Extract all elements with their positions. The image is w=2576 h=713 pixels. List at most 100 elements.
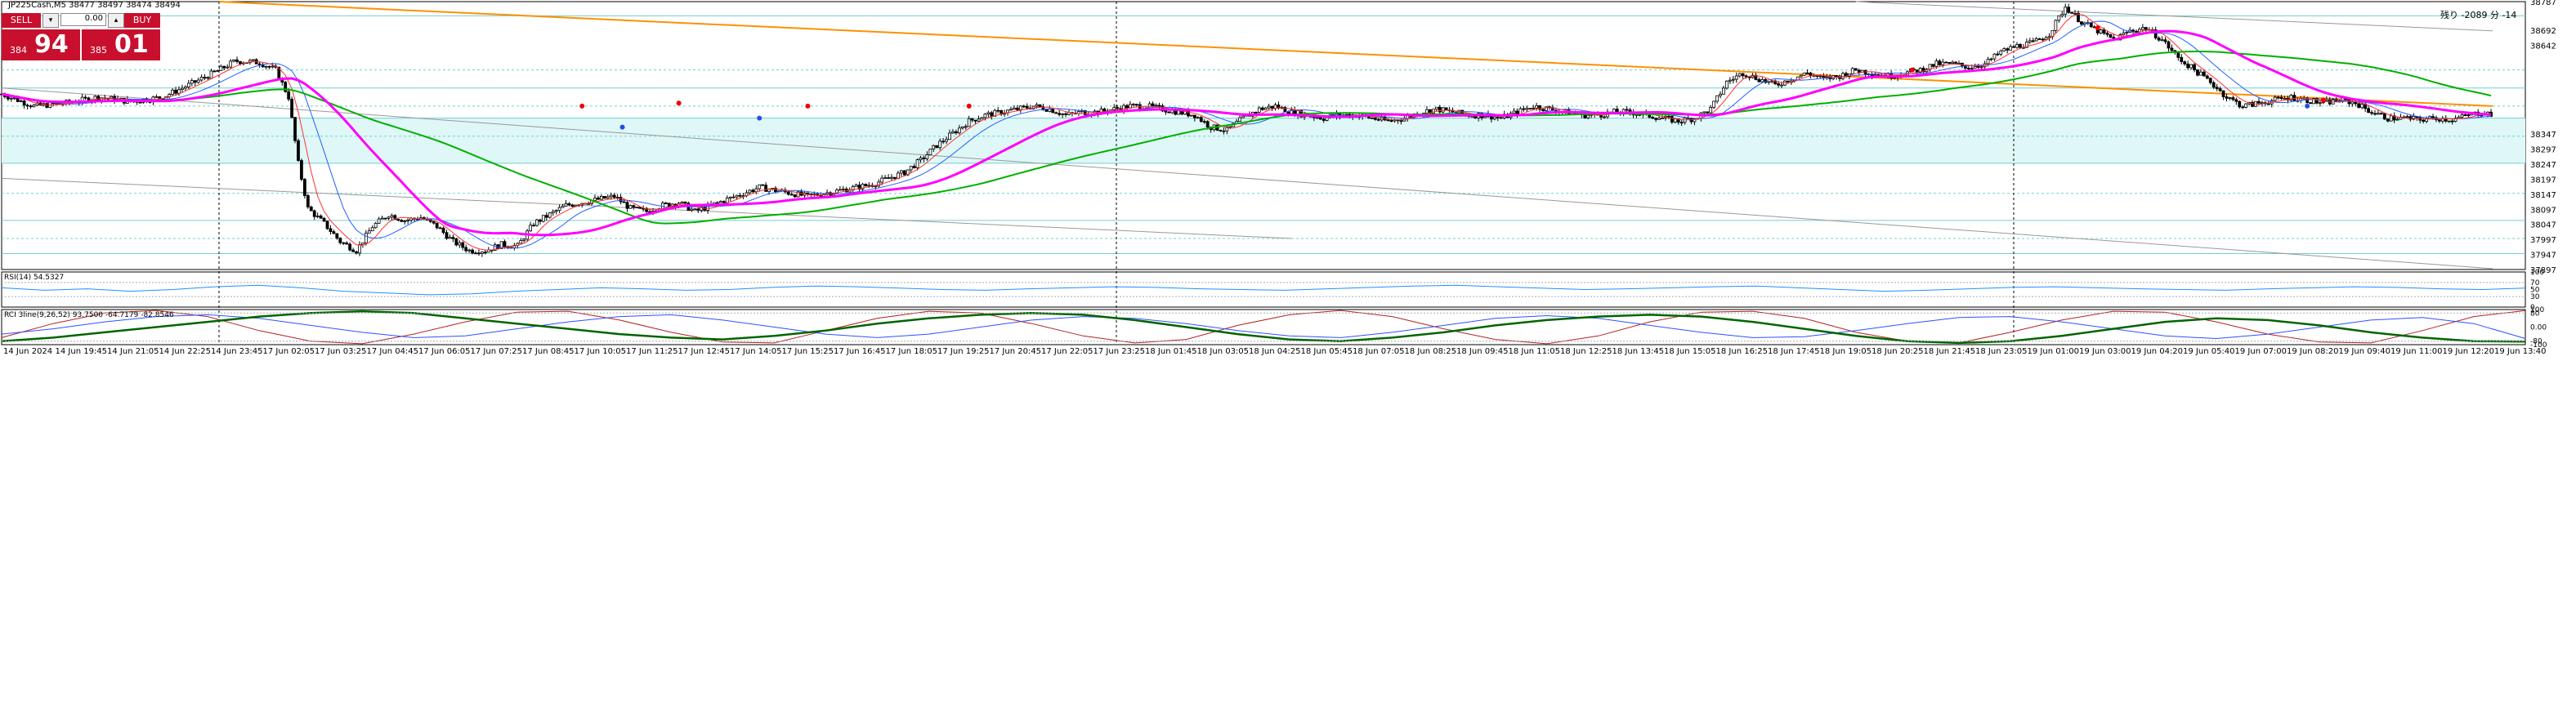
candle-body — [2080, 21, 2083, 25]
candle-body — [403, 221, 407, 222]
candle-body — [2057, 15, 2061, 21]
x-tick-label: 19 Jun 04:20 — [2131, 347, 2184, 356]
x-tick-label: 17 Jun 10:05 — [575, 347, 627, 356]
buy-button[interactable]: BUY — [124, 13, 160, 28]
candle-body — [186, 82, 190, 87]
x-tick-label: 17 Jun 18:05 — [886, 347, 938, 356]
candle-body — [2389, 115, 2393, 122]
lot-size-input[interactable]: 0.00 — [60, 13, 106, 26]
candle-body — [2157, 38, 2161, 41]
lot-dropdown-icon[interactable]: ▾ — [42, 13, 59, 28]
lot-spinner-icon[interactable]: ▴ — [108, 13, 124, 28]
candle-body — [1760, 78, 1764, 82]
candle-body — [2196, 69, 2199, 76]
candle-body — [432, 221, 436, 224]
x-tick-label: 19 Jun 01:00 — [2028, 347, 2080, 356]
x-tick-label: 19 Jun 07:00 — [2235, 347, 2288, 356]
candle-body — [1835, 75, 1838, 77]
candle-body — [983, 114, 987, 118]
candle-body — [1999, 50, 2003, 55]
candle-body — [774, 188, 777, 193]
candle-body — [329, 228, 333, 232]
candle-body — [248, 60, 252, 64]
buy-price-box[interactable]: 385 01 — [82, 29, 160, 60]
bar-countdown-label: 残り -2089 分 -14 — [2440, 10, 2517, 20]
candle-body — [1673, 118, 1677, 123]
candle-body — [1151, 103, 1155, 106]
candle-body — [793, 194, 797, 198]
candle-body — [2202, 71, 2206, 77]
candle-body — [222, 65, 226, 69]
candle-body — [522, 238, 526, 241]
symbol-label: JP225Cash,M5 — [8, 1, 66, 10]
candle-body — [628, 205, 633, 209]
candle-body — [209, 70, 213, 79]
candle-body — [1651, 117, 1655, 119]
candle-body — [919, 157, 923, 161]
candle-body — [635, 207, 639, 208]
x-tick-label: 17 Jun 11:25 — [626, 347, 678, 356]
candle-body — [25, 105, 29, 107]
candle-body — [996, 109, 1000, 112]
sell-price-box[interactable]: 384 94 — [2, 29, 80, 60]
y-tick-label: 38247 — [2530, 161, 2556, 170]
panel-frame-3 — [1, 309, 2526, 345]
candle-body — [1951, 61, 1955, 64]
candle-body — [1441, 107, 1445, 113]
candle-body — [1706, 111, 1710, 114]
candle-body — [171, 89, 175, 95]
candle-body — [1747, 76, 1751, 78]
candle-body — [2024, 42, 2028, 48]
candle-body — [1241, 115, 1245, 118]
candle-body — [1018, 105, 1022, 110]
candle-body — [593, 197, 597, 201]
y-tick-label: 38197 — [2530, 176, 2556, 185]
candle-body — [561, 205, 565, 208]
candle-body — [680, 201, 684, 204]
candle-body — [1818, 75, 1822, 78]
candle-body — [2447, 120, 2451, 123]
candle-body — [622, 201, 626, 203]
candle-body — [690, 208, 694, 212]
candle-body — [1386, 119, 1390, 122]
x-tick-label: 19 Jun 11:00 — [2390, 347, 2443, 356]
candle-body — [1044, 109, 1049, 112]
candle-body — [967, 118, 971, 127]
candle-body — [786, 191, 790, 195]
candle-body — [2370, 112, 2373, 114]
candle-body — [1986, 59, 1990, 65]
candle-body — [1015, 107, 1019, 110]
rci-title: RCI 3line(9,26,52) 93.7500 -64.7179 -82.… — [4, 311, 174, 319]
one-click-trading-panel: SELL ▾ 0.00 ▴ BUY 384 94 385 01 — [2, 11, 160, 62]
candle-body — [609, 194, 613, 198]
candle-body — [1270, 105, 1274, 109]
ma-green-line — [1, 51, 2492, 225]
candle-body — [406, 220, 410, 221]
candle-body — [1434, 106, 1438, 110]
candle-body — [1744, 75, 1748, 78]
candle-body — [1741, 73, 1745, 77]
candle-body — [435, 222, 439, 229]
candle-body — [693, 208, 697, 211]
candle-body — [2276, 96, 2280, 99]
sell-button[interactable]: SELL — [2, 13, 41, 28]
candle-body — [529, 225, 532, 232]
candle-body — [2457, 116, 2461, 119]
candle-body — [1474, 115, 1478, 118]
signal-dot — [757, 115, 763, 121]
candle-body — [1719, 93, 1722, 96]
candle-body — [1973, 65, 1977, 69]
y-tick-label: 37997 — [2530, 236, 2556, 245]
candle-body — [1225, 127, 1229, 131]
candle-body — [1996, 53, 2000, 56]
x-tick-label: 19 Jun 09:40 — [2339, 347, 2391, 356]
candle-body — [819, 194, 823, 197]
candle-body — [1205, 121, 1210, 127]
candle-body — [951, 131, 955, 134]
rci-tick: -80 — [2530, 338, 2542, 346]
y-tick-label: 37947 — [2530, 252, 2556, 261]
candle-body — [2360, 103, 2364, 109]
candle-body — [22, 100, 26, 106]
x-tick-label: 17 Jun 14:05 — [730, 347, 782, 356]
